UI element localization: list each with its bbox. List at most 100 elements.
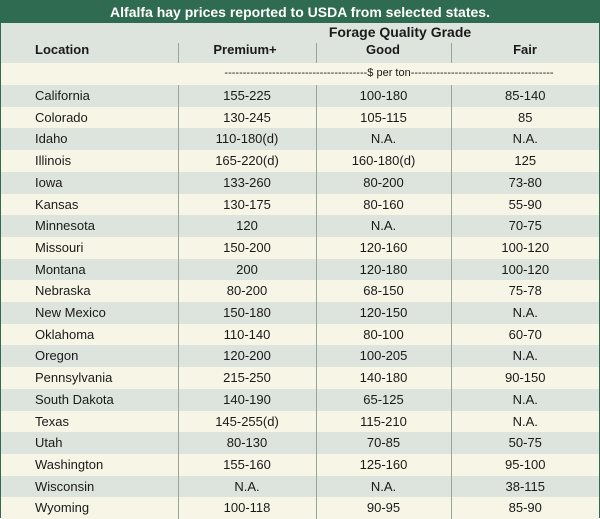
fair-price-cell: N.A. <box>450 410 599 433</box>
location-cell: Missouri <box>1 236 178 259</box>
fair-price-cell: 85-140 <box>450 85 599 107</box>
premium-price-cell: 165-220(d) <box>177 150 316 172</box>
premium-price-cell: 150-180 <box>177 302 316 324</box>
fair-price-cell: N.A. <box>450 128 599 151</box>
good-price-cell: 160-180(d) <box>315 150 451 172</box>
column-header-row: Location Premium+ Good Fair <box>1 40 599 63</box>
unit-row: ---------------------------------------$… <box>1 63 599 85</box>
table-row: Wyoming 100-118 90-95 85-90 <box>1 497 599 519</box>
table-row: Oklahoma 110-140 80-100 60-70 <box>1 323 599 346</box>
table-row: Montana 200 120-180 100-120 <box>1 258 599 281</box>
premium-price-cell: 130-245 <box>177 106 316 129</box>
table-row: Missouri 150-200 120-160 100-120 <box>1 236 599 259</box>
premium-price-cell: 140-190 <box>177 388 316 411</box>
good-price-cell: 70-85 <box>315 432 451 454</box>
fair-price-cell: N.A. <box>450 302 599 324</box>
fair-price-cell: 90-150 <box>450 367 599 389</box>
table-row: Iowa 133-260 80-200 73-80 <box>1 171 599 194</box>
good-price-cell: 115-210 <box>315 410 451 433</box>
premium-price-cell: 150-200 <box>177 236 316 259</box>
table-row: Utah 80-130 70-85 50-75 <box>1 432 599 454</box>
good-price-cell: 140-180 <box>315 367 451 389</box>
location-cell: Illinois <box>1 150 178 172</box>
premium-price-cell: 120 <box>177 215 316 237</box>
fair-price-cell: 85 <box>450 106 599 129</box>
fair-price-cell: 125 <box>450 150 599 172</box>
good-price-cell: 80-160 <box>315 193 451 216</box>
good-price-cell: 80-100 <box>315 323 451 346</box>
price-table-body: California 155-225 100-180 85-140 Colorado 13… <box>1 85 599 519</box>
per-ton-label: ---------------------------------------$… <box>224 67 554 79</box>
premium-price-cell: 133-260 <box>177 171 316 194</box>
table-row: South Dakota 140-190 65-125 N.A. <box>1 388 599 411</box>
location-cell: New Mexico <box>1 302 178 324</box>
table-row: Wisconsin N.A. N.A. 38-115 <box>1 475 599 498</box>
table-row: Pennsylvania 215-250 140-180 90-150 <box>1 367 599 389</box>
table-row: Kansas 130-175 80-160 55-90 <box>1 193 599 216</box>
premium-price-cell: 80-200 <box>177 280 316 303</box>
premium-column-header: Premium+ <box>213 42 277 57</box>
location-cell: Wisconsin <box>1 475 178 498</box>
premium-price-cell: 110-140 <box>177 323 316 346</box>
premium-price-cell: 130-175 <box>177 193 316 216</box>
location-cell: Utah <box>1 432 178 454</box>
location-cell: Washington <box>1 453 178 476</box>
fair-price-cell: 73-80 <box>450 171 599 194</box>
good-price-cell: 68-150 <box>315 280 451 303</box>
fair-price-cell: 85-90 <box>450 497 599 519</box>
location-cell: Nebraska <box>1 280 178 303</box>
fair-price-cell: 38-115 <box>450 475 599 498</box>
forage-quality-grade-header: Forage Quality Grade <box>328 24 472 40</box>
premium-price-cell: N.A. <box>177 475 316 498</box>
location-column-header: Location <box>35 42 90 57</box>
table-row: California 155-225 100-180 85-140 <box>1 85 599 107</box>
location-cell: Oregon <box>1 345 178 368</box>
fair-price-cell: 75-78 <box>450 280 599 303</box>
group-header-row: Forage Quality Grade <box>1 23 599 40</box>
good-price-cell: 125-160 <box>315 453 451 476</box>
premium-price-cell: 120-200 <box>177 345 316 368</box>
premium-price-cell: 100-118 <box>177 497 316 519</box>
location-cell: Kansas <box>1 193 178 216</box>
location-cell: Pennsylvania <box>1 367 178 389</box>
premium-price-cell: 215-250 <box>177 367 316 389</box>
location-cell: Texas <box>1 410 178 433</box>
good-price-cell: 90-95 <box>315 497 451 519</box>
fair-price-cell: 95-100 <box>450 453 599 476</box>
premium-price-cell: 145-255(d) <box>177 410 316 433</box>
good-price-cell: 65-125 <box>315 388 451 411</box>
premium-price-cell: 200 <box>177 258 316 281</box>
good-price-cell: 120-180 <box>315 258 451 281</box>
table-row: Illinois 165-220(d) 160-180(d) 125 <box>1 150 599 172</box>
table-title: Alfalfa hay prices reported to USDA from… <box>1 1 599 23</box>
premium-price-cell: 155-225 <box>177 85 316 107</box>
good-price-cell: N.A. <box>315 128 451 151</box>
fair-price-cell: 100-120 <box>450 236 599 259</box>
fair-column-header: Fair <box>513 42 537 57</box>
table-row: Washington 155-160 125-160 95-100 <box>1 453 599 476</box>
location-cell: California <box>1 85 178 107</box>
good-price-cell: 120-160 <box>315 236 451 259</box>
table-row: Oregon 120-200 100-205 N.A. <box>1 345 599 368</box>
good-column-header: Good <box>366 42 400 57</box>
premium-price-cell: 80-130 <box>177 432 316 454</box>
fair-price-cell: 60-70 <box>450 323 599 346</box>
table-row: Nebraska 80-200 68-150 75-78 <box>1 280 599 303</box>
fair-price-cell: 50-75 <box>450 432 599 454</box>
fair-price-cell: 100-120 <box>450 258 599 281</box>
price-table: California 155-225 100-180 85-140 Colorado 13… <box>1 85 599 519</box>
header-divider <box>178 43 179 63</box>
location-cell: South Dakota <box>1 388 178 411</box>
good-price-cell: N.A. <box>315 475 451 498</box>
fair-price-cell: N.A. <box>450 388 599 411</box>
location-cell: Minnesota <box>1 215 178 237</box>
location-cell: Iowa <box>1 171 178 194</box>
good-price-cell: 80-200 <box>315 171 451 194</box>
good-price-cell: 100-180 <box>315 85 451 107</box>
premium-price-cell: 155-160 <box>177 453 316 476</box>
table-row: New Mexico 150-180 120-150 N.A. <box>1 302 599 324</box>
good-price-cell: N.A. <box>315 215 451 237</box>
table-row: Idaho 110-180(d) N.A. N.A. <box>1 128 599 151</box>
table-row: Texas 145-255(d) 115-210 N.A. <box>1 410 599 433</box>
fair-price-cell: N.A. <box>450 345 599 368</box>
